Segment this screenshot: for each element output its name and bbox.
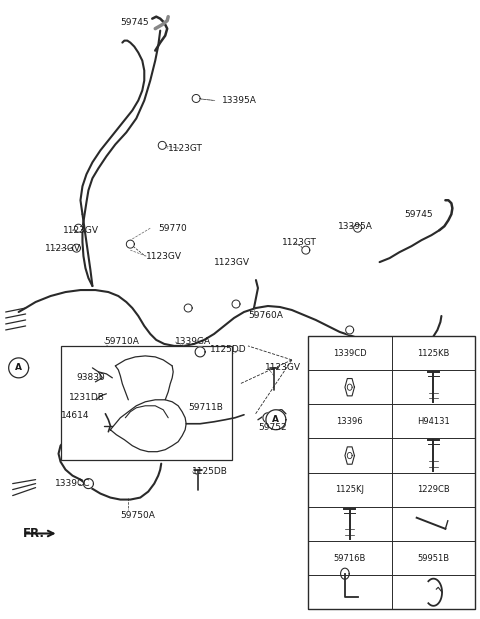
Polygon shape (195, 347, 205, 357)
Polygon shape (74, 224, 83, 232)
Polygon shape (192, 95, 200, 103)
Text: 59711B: 59711B (188, 404, 223, 412)
Text: 1123GT: 1123GT (282, 238, 317, 246)
Text: FR.: FR. (23, 527, 45, 540)
Polygon shape (158, 141, 166, 149)
Polygon shape (72, 244, 81, 252)
Text: 59716B: 59716B (334, 553, 366, 563)
Text: 59951B: 59951B (418, 553, 449, 563)
Text: 13396: 13396 (336, 417, 363, 426)
Text: 93830: 93830 (76, 373, 105, 383)
Text: A: A (15, 363, 22, 373)
Text: 59750A: 59750A (120, 511, 155, 520)
Text: H94131: H94131 (417, 417, 450, 426)
Text: 1123GV: 1123GV (214, 258, 250, 267)
Text: 59710A: 59710A (104, 337, 139, 347)
Text: 59770: 59770 (158, 223, 187, 233)
Text: 14614: 14614 (60, 411, 89, 420)
Text: 1125DB: 1125DB (192, 467, 228, 476)
Text: 1123GV: 1123GV (45, 244, 81, 253)
Text: 59745: 59745 (405, 210, 433, 219)
Polygon shape (266, 410, 286, 430)
Text: 1125DD: 1125DD (210, 345, 247, 355)
Text: 1125KB: 1125KB (417, 348, 450, 358)
Polygon shape (263, 413, 273, 423)
Text: 1123GV: 1123GV (265, 363, 301, 373)
Text: A: A (272, 415, 279, 424)
Polygon shape (126, 240, 134, 248)
Polygon shape (184, 304, 192, 312)
Text: 1123GV: 1123GV (62, 226, 98, 235)
Text: 1339CC: 1339CC (55, 479, 90, 488)
Bar (308, 336, 475, 609)
Text: 1339CD: 1339CD (333, 348, 367, 358)
Text: 1123GV: 1123GV (146, 251, 182, 261)
Polygon shape (382, 342, 390, 350)
Text: 1229CB: 1229CB (417, 485, 450, 494)
Text: 1123GT: 1123GT (168, 144, 203, 153)
Polygon shape (232, 300, 240, 308)
Text: 59752: 59752 (258, 423, 287, 432)
Text: 1125KJ: 1125KJ (335, 485, 364, 494)
Text: 59760A: 59760A (248, 311, 283, 321)
Text: 59745: 59745 (120, 18, 149, 27)
Text: 1339GA: 1339GA (175, 337, 211, 347)
Polygon shape (84, 478, 94, 488)
Text: 1231DB: 1231DB (69, 393, 104, 402)
Polygon shape (346, 326, 354, 334)
Text: 13395A: 13395A (338, 222, 372, 231)
Text: 13395A: 13395A (222, 96, 257, 105)
Polygon shape (354, 224, 361, 232)
Polygon shape (302, 246, 310, 254)
Bar (60, 346, 232, 460)
Polygon shape (9, 358, 29, 378)
